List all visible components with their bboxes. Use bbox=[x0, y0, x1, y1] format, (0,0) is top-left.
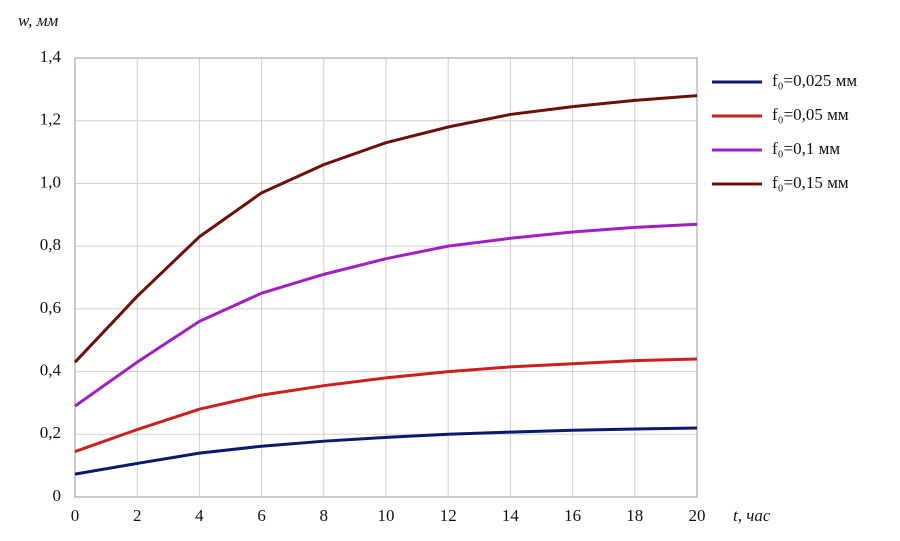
x-axis-label: t, час bbox=[733, 506, 771, 525]
x-tick-label: 10 bbox=[378, 506, 395, 525]
y-tick-label: 1,0 bbox=[40, 172, 61, 191]
x-tick-label: 4 bbox=[195, 506, 204, 525]
x-tick-label: 2 bbox=[133, 506, 142, 525]
x-tick-label: 6 bbox=[257, 506, 266, 525]
legend-label: f₀=0,15 мм bbox=[772, 173, 849, 192]
x-tick-label: 18 bbox=[626, 506, 643, 525]
plot-frame bbox=[74, 57, 698, 498]
y-axis-label: w, мм bbox=[18, 11, 58, 30]
y-tick-label: 0,2 bbox=[40, 423, 61, 442]
y-tick-label: 0,8 bbox=[40, 235, 61, 254]
x-tick-label: 16 bbox=[564, 506, 581, 525]
legend-label: f₀=0,025 мм bbox=[772, 71, 857, 90]
series-line bbox=[73, 94, 698, 364]
y-tick-label: 0,6 bbox=[40, 298, 61, 317]
x-tick-label: 20 bbox=[689, 506, 706, 525]
y-tick-label: 1,4 bbox=[40, 47, 62, 66]
series-line bbox=[74, 426, 698, 476]
legend-label: f₀=0,05 мм bbox=[772, 105, 849, 124]
x-tick-label: 12 bbox=[440, 506, 457, 525]
x-tick-label: 0 bbox=[71, 506, 80, 525]
y-tick-label: 0,4 bbox=[40, 360, 62, 379]
legend-label: f₀=0,1 мм bbox=[772, 139, 840, 158]
x-tick-label: 14 bbox=[502, 506, 520, 525]
y-tick-label: 0 bbox=[53, 486, 62, 505]
series-line bbox=[74, 222, 698, 408]
y-tick-label: 1,2 bbox=[40, 110, 61, 129]
series-line bbox=[74, 357, 698, 453]
x-tick-label: 8 bbox=[320, 506, 329, 525]
